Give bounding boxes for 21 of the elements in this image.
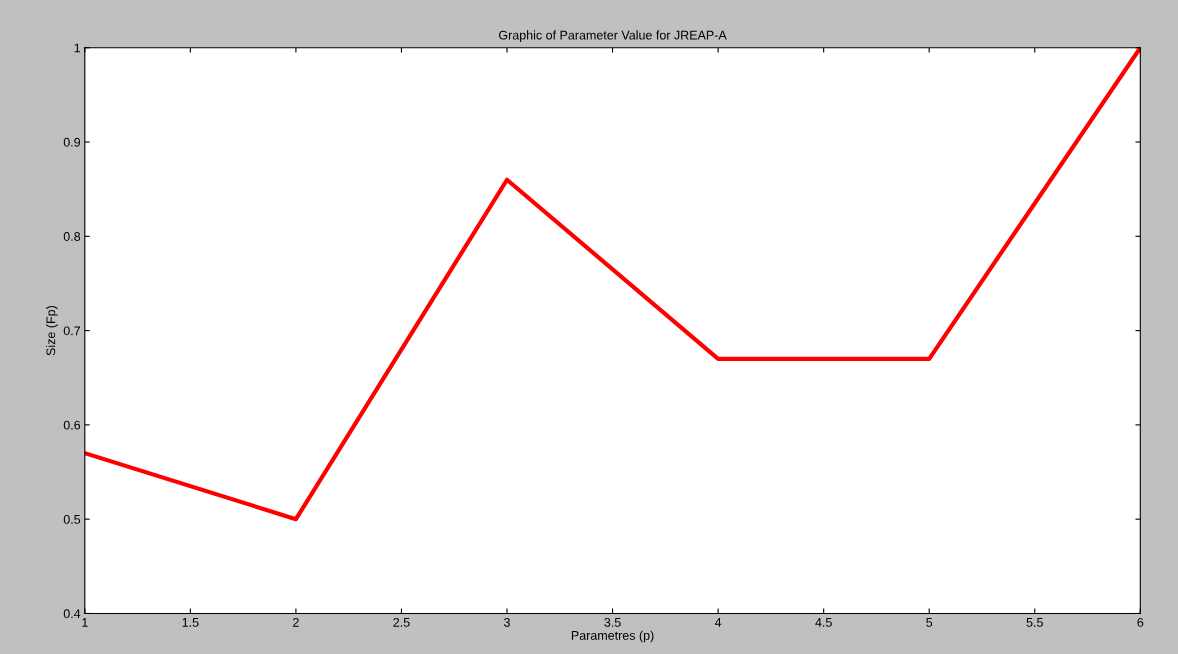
x-tick-label: 2 (293, 617, 299, 627)
y-tick-label: 0.7 (63, 326, 81, 336)
y-tick-label: 1 (74, 43, 81, 53)
x-tick-label: 3.5 (604, 617, 621, 627)
x-tick-label: 2.5 (393, 617, 410, 627)
x-tick-label: 5 (926, 618, 933, 627)
y-tick-label: 0.4 (63, 609, 81, 619)
y-tick-label: 0.9 (63, 137, 81, 147)
x-tick-label: 4 (714, 618, 722, 627)
x-tick-label: 6 (1137, 617, 1144, 627)
x-tick-label: 1 (82, 618, 88, 627)
y-tick-label: 0.8 (63, 232, 81, 241)
y-tick-label: 0.5 (63, 514, 81, 524)
x-tick-label: 3 (504, 617, 510, 627)
y-tick-label: 0.6 (63, 420, 81, 430)
x-tick-label: 4.5 (815, 618, 832, 627)
x-axis-title: Parametres (p) (571, 630, 654, 643)
x-tick-label: 5.5 (1026, 618, 1043, 627)
x-tick-label: 1.5 (182, 618, 199, 627)
chart-title: Graphic of Parameter Value for JREAP-A (499, 30, 727, 42)
y-axis-title: Size (Fp) (46, 306, 58, 356)
